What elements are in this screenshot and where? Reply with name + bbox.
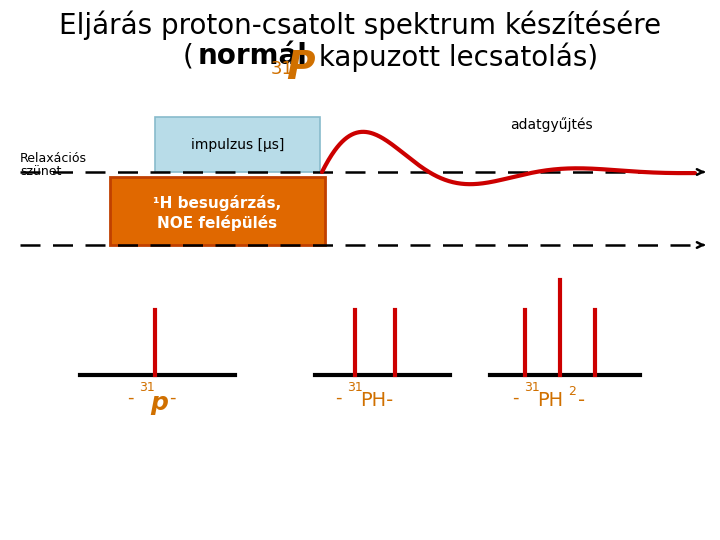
Text: -: -: [578, 391, 585, 410]
Text: 31: 31: [271, 60, 294, 78]
Text: Eljárás proton-csatolt spektrum készítésére: Eljárás proton-csatolt spektrum készítés…: [59, 10, 661, 39]
Text: -: -: [512, 389, 518, 407]
Text: 31: 31: [347, 381, 363, 394]
Text: -: -: [169, 389, 176, 407]
Bar: [155, 117, 320, 172]
Text: PH: PH: [537, 391, 563, 410]
Text: p: p: [150, 391, 168, 415]
Text: NOE felépülés: NOE felépülés: [158, 215, 278, 231]
Text: Relaxációs: Relaxációs: [20, 152, 87, 165]
Text: -: -: [127, 389, 133, 407]
Text: PH-: PH-: [360, 391, 393, 410]
Text: szünet: szünet: [20, 165, 61, 178]
Bar: [110, 177, 325, 245]
Text: 2: 2: [568, 385, 576, 398]
Text: impulzus [μs]: impulzus [μs]: [191, 138, 284, 152]
Text: -: -: [335, 389, 341, 407]
Text: ¹H besugárzás,: ¹H besugárzás,: [153, 195, 282, 211]
Text: kapuzott lecsatolás): kapuzott lecsatolás): [310, 42, 598, 71]
Text: adatgyűjtés: adatgyűjtés: [510, 118, 593, 132]
Text: (: (: [183, 42, 194, 70]
Text: P: P: [286, 49, 315, 87]
Text: 31: 31: [524, 381, 540, 394]
Text: normál: normál: [198, 42, 308, 70]
Text: 31: 31: [139, 381, 155, 394]
